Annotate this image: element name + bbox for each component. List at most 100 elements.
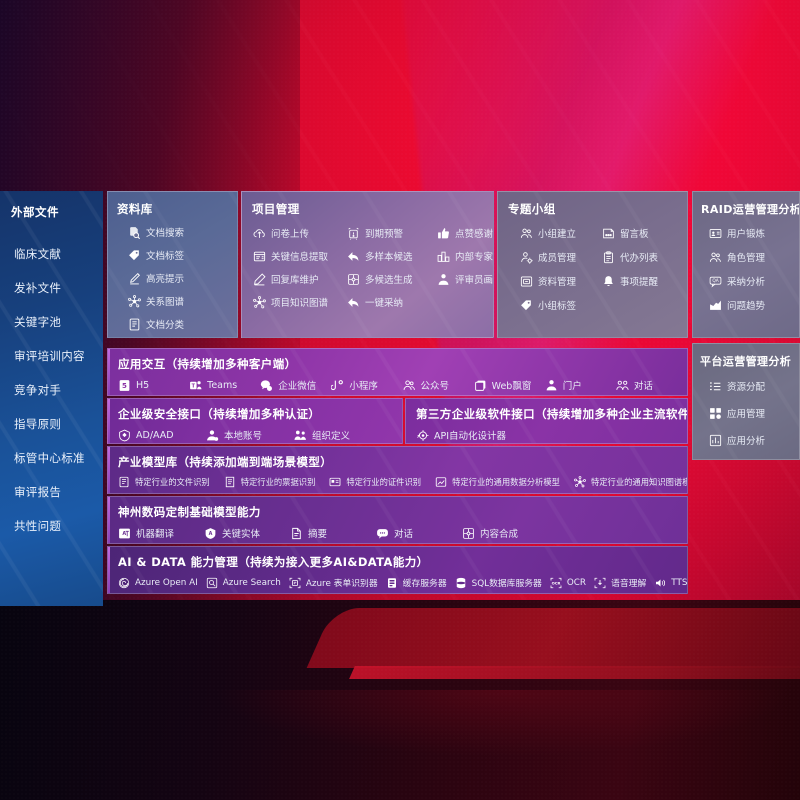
item-key-info-extract[interactable]: 关键信息提取 <box>253 249 347 263</box>
item-web-float-window[interactable]: Web飘窗 <box>474 378 545 392</box>
item-multi-candidate-gen[interactable]: 多候选生成 <box>347 272 437 286</box>
person-settings-icon <box>520 251 533 264</box>
item-reply-library[interactable]: 回复库维护 <box>253 272 347 286</box>
sidebar-item-3[interactable]: 审评培训内容 <box>0 339 103 373</box>
item-h5[interactable]: 5 H5 <box>118 379 189 392</box>
item-event-reminder[interactable]: 事项提醒 <box>602 274 687 288</box>
item-group-create[interactable]: 小组建立 <box>520 226 602 240</box>
item-label: 小组建立 <box>538 229 577 240</box>
item-relation-graph[interactable]: 关系图谱 <box>128 294 237 308</box>
item-file-recognition[interactable]: 特定行业的文件识别 <box>118 476 210 488</box>
item-material-management[interactable]: 资料管理 <box>520 274 602 288</box>
sidebar-item-4[interactable]: 竞争对手 <box>0 373 103 407</box>
row-secure-title: 企业级安全接口（持续增加多种认证） <box>118 407 321 421</box>
row-third-items: API自动化设计器 <box>406 422 687 442</box>
item-wechat-work[interactable]: 企业微信 <box>260 378 331 392</box>
item-label: AD/AAD <box>136 429 174 441</box>
item-receipt-recognition[interactable]: 特定行业的票据识别 <box>224 476 315 488</box>
reply-arrow-icon <box>347 250 360 263</box>
item-application-analysis[interactable]: 应用分析 <box>709 433 799 447</box>
item-label: SQL数据库服务器 <box>471 579 542 589</box>
analytics-icon <box>709 434 722 447</box>
item-reviewer-portrait[interactable]: 评审员画像 <box>437 272 493 286</box>
item-label: 代办列表 <box>620 253 659 264</box>
qa-chat-icon: QA <box>709 275 722 288</box>
dialog-people-icon <box>616 379 629 392</box>
item-highlight-hint[interactable]: 高亮提示 <box>128 271 237 285</box>
sidebar-item-1[interactable]: 发补文件 <box>0 271 103 305</box>
item-label: Azure Open AI <box>135 577 198 588</box>
tag-icon <box>128 249 141 262</box>
graph-network-icon <box>574 476 586 488</box>
item-knowledge-graph-model[interactable]: 特定行业的通用知识图谱模型 <box>574 476 687 488</box>
item-speech-understanding[interactable]: 语音理解 <box>594 576 646 589</box>
item-document-search[interactable]: 文档搜索 <box>128 225 237 239</box>
item-label: 关键实体 <box>222 529 261 540</box>
item-due-alert[interactable]: 到期预警 <box>347 226 437 240</box>
item-sql-database-server[interactable]: SQL数据库服务器 <box>455 576 542 589</box>
local-account-icon <box>206 429 219 442</box>
svg-text:A: A <box>122 531 126 537</box>
panel-raid-analytics: RAID运营管理分析 用户锻炼 角色管理 QA 采纳分析 问题趋势 <box>692 191 800 338</box>
item-group-tag[interactable]: 小组标签 <box>520 298 602 312</box>
clipboard-icon <box>602 250 615 264</box>
row-ai-items: Azure Open AI Azure Search Azure 表单识别器 缓… <box>108 570 687 589</box>
row-industry-title: 产业模型库（持续添加端到端场景模型） <box>118 455 333 469</box>
item-questionnaire-upload[interactable]: 问卷上传 <box>253 226 347 240</box>
item-portal[interactable]: 门户 <box>545 378 616 392</box>
panel-group-items: 小组建立 留言板 成员管理 代办列表 资料管理 <box>498 217 687 312</box>
item-summary[interactable]: 摘要 <box>290 526 376 540</box>
row-third-party-interface: 第三方企业级软件接口（持续增加多种企业主流软件接口） API自动化设计器 <box>405 398 688 444</box>
item-message-board[interactable]: 留言板 <box>602 226 687 240</box>
sidebar-item-8[interactable]: 共性问题 <box>0 509 103 543</box>
row-ai-data-capability: AI & DATA 能力管理（持续为接入更多AI&DATA能力） Azure O… <box>107 546 688 594</box>
item-role-management[interactable]: 角色管理 <box>709 250 799 264</box>
sidebar-item-5[interactable]: 指导原则 <box>0 407 103 441</box>
item-issue-trend[interactable]: 问题趋势 <box>709 298 799 312</box>
item-dialog[interactable]: 对话 <box>616 378 687 392</box>
item-member-management[interactable]: 成员管理 <box>520 250 602 264</box>
item-label: 缓存服务器 <box>402 579 447 589</box>
item-document-classify[interactable]: 文档分类 <box>128 317 237 331</box>
item-api-auto-designer[interactable]: API自动化设计器 <box>416 428 506 442</box>
item-project-knowledge-graph[interactable]: 项目知识图谱 <box>253 295 347 309</box>
item-dialog-capability[interactable]: 对话 <box>376 526 462 540</box>
item-azure-open-ai[interactable]: Azure Open AI <box>118 577 198 589</box>
wechat-work-icon <box>260 379 273 392</box>
item-tts[interactable]: TTS <box>654 577 687 589</box>
item-ocr[interactable]: OCR OCR <box>550 577 586 589</box>
item-multi-sample-candidate[interactable]: 多样本候选 <box>347 249 437 263</box>
item-document-tag[interactable]: 文档标签 <box>128 248 237 262</box>
item-azure-search[interactable]: Azure Search <box>206 577 281 589</box>
sidebar-item-2[interactable]: 关键字池 <box>0 305 103 339</box>
item-azure-form-recognizer[interactable]: Azure 表单识别器 <box>289 576 378 589</box>
people-group-icon <box>520 227 533 240</box>
item-thanks-like[interactable]: 点赞感谢 <box>437 226 493 240</box>
accent-edge <box>108 497 110 543</box>
item-machine-translation[interactable]: A 机器翻译 <box>118 526 204 540</box>
item-ad-aad[interactable]: AD/AAD <box>118 429 206 442</box>
item-data-analysis-model[interactable]: 特定行业的通用数据分析模型 <box>435 476 560 488</box>
item-label: Web飘窗 <box>491 381 532 392</box>
item-todo-list[interactable]: 代办列表 <box>602 250 687 264</box>
item-cache-server[interactable]: 缓存服务器 <box>386 576 447 589</box>
item-local-account[interactable]: 本地账号 <box>206 428 294 442</box>
item-id-recognition[interactable]: 特定行业的证件识别 <box>329 476 421 488</box>
entity-shield-icon: A <box>204 527 217 540</box>
item-one-click-adopt[interactable]: 一键采纳 <box>347 295 437 309</box>
item-org-definition[interactable]: 组织定义 <box>294 428 382 442</box>
item-miniprogram[interactable]: 小程序 <box>331 378 402 392</box>
item-adoption-analysis[interactable]: QA 采纳分析 <box>709 274 799 288</box>
item-content-synthesis[interactable]: 内容合成 <box>462 526 548 540</box>
item-teams[interactable]: T Teams <box>189 379 260 392</box>
sidebar-item-7[interactable]: 审评报告 <box>0 475 103 509</box>
item-official-account[interactable]: 公众号 <box>403 378 474 392</box>
item-resource-allocation[interactable]: 资源分配 <box>709 379 799 393</box>
item-user-profile-card[interactable]: 用户锻炼 <box>709 226 799 240</box>
item-expert-ranking[interactable]: 内部专家排名 <box>437 249 493 263</box>
item-key-entity[interactable]: A 关键实体 <box>204 526 290 540</box>
sidebar-item-0[interactable]: 临床文献 <box>0 237 103 271</box>
item-application-management[interactable]: 应用管理 <box>709 406 799 420</box>
pen-icon <box>253 272 266 286</box>
sidebar-item-6[interactable]: 标管中心标准 <box>0 441 103 475</box>
